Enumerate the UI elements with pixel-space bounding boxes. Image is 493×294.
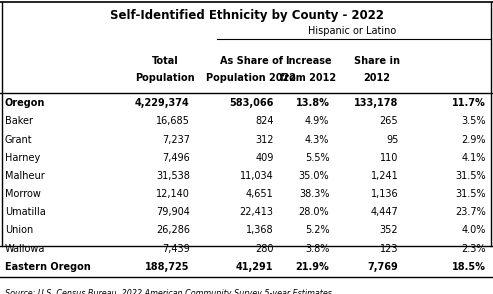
Text: 280: 280 [255,243,274,253]
Text: 352: 352 [380,225,398,235]
Text: Grant: Grant [5,135,33,145]
Text: 265: 265 [380,116,398,126]
Text: 41,291: 41,291 [236,262,274,272]
Text: 5.2%: 5.2% [305,225,329,235]
Text: 18.5%: 18.5% [452,262,486,272]
Text: 4.1%: 4.1% [461,153,486,163]
Text: 22,413: 22,413 [240,207,274,217]
Text: 409: 409 [255,153,274,163]
Text: 7,496: 7,496 [162,153,190,163]
Text: As Share of: As Share of [220,56,283,66]
Text: Population 2022: Population 2022 [207,74,296,83]
Text: 7,237: 7,237 [162,135,190,145]
Text: Total: Total [152,56,178,66]
Text: Malheur: Malheur [5,171,45,181]
Text: 2.9%: 2.9% [461,135,486,145]
Text: 31,538: 31,538 [156,171,190,181]
Text: 1,136: 1,136 [371,189,398,199]
Text: 21.9%: 21.9% [296,262,329,272]
Text: 11,034: 11,034 [240,171,274,181]
Text: 35.0%: 35.0% [299,171,329,181]
Text: 5.5%: 5.5% [305,153,329,163]
Text: 133,178: 133,178 [354,98,398,108]
Text: 4,447: 4,447 [371,207,398,217]
Text: 123: 123 [380,243,398,253]
Text: Source: U.S. Census Bureau, 2022 American Community Survey 5-year Estimates: Source: U.S. Census Bureau, 2022 America… [5,289,332,294]
Text: 11.7%: 11.7% [452,98,486,108]
Text: 4,229,374: 4,229,374 [135,98,190,108]
Text: 2.3%: 2.3% [461,243,486,253]
Text: Eastern Oregon: Eastern Oregon [5,262,91,272]
Text: 16,685: 16,685 [156,116,190,126]
Text: Wallowa: Wallowa [5,243,45,253]
Text: 31.5%: 31.5% [455,189,486,199]
Text: 13.8%: 13.8% [295,98,329,108]
Text: 4.0%: 4.0% [461,225,486,235]
Text: 824: 824 [255,116,274,126]
Text: 7,439: 7,439 [162,243,190,253]
Text: 31.5%: 31.5% [455,171,486,181]
Text: 4,651: 4,651 [246,189,274,199]
Text: Population: Population [136,74,195,83]
Text: 1,368: 1,368 [246,225,274,235]
Text: 1,241: 1,241 [371,171,398,181]
Text: 38.3%: 38.3% [299,189,329,199]
Text: 4.3%: 4.3% [305,135,329,145]
Text: 79,904: 79,904 [156,207,190,217]
Text: 2012: 2012 [364,74,390,83]
Text: Umatilla: Umatilla [5,207,46,217]
Text: Harney: Harney [5,153,40,163]
Text: 28.0%: 28.0% [299,207,329,217]
Text: Self-Identified Ethnicity by County - 2022: Self-Identified Ethnicity by County - 20… [109,9,384,22]
Text: 12,140: 12,140 [156,189,190,199]
Text: Hispanic or Latino: Hispanic or Latino [308,26,397,36]
Text: 312: 312 [255,135,274,145]
Text: 583,066: 583,066 [229,98,274,108]
Text: 3.5%: 3.5% [461,116,486,126]
Text: 7,769: 7,769 [368,262,398,272]
Text: 188,725: 188,725 [145,262,190,272]
Text: 26,286: 26,286 [156,225,190,235]
Text: Baker: Baker [5,116,33,126]
Text: Morrow: Morrow [5,189,41,199]
Text: 3.8%: 3.8% [305,243,329,253]
Text: 95: 95 [386,135,398,145]
Text: Increase: Increase [285,56,331,66]
Text: 4.9%: 4.9% [305,116,329,126]
Text: Share in: Share in [354,56,400,66]
Text: Oregon: Oregon [5,98,45,108]
Text: Union: Union [5,225,33,235]
Text: 110: 110 [380,153,398,163]
Text: 23.7%: 23.7% [455,207,486,217]
Text: from 2012: from 2012 [280,74,336,83]
